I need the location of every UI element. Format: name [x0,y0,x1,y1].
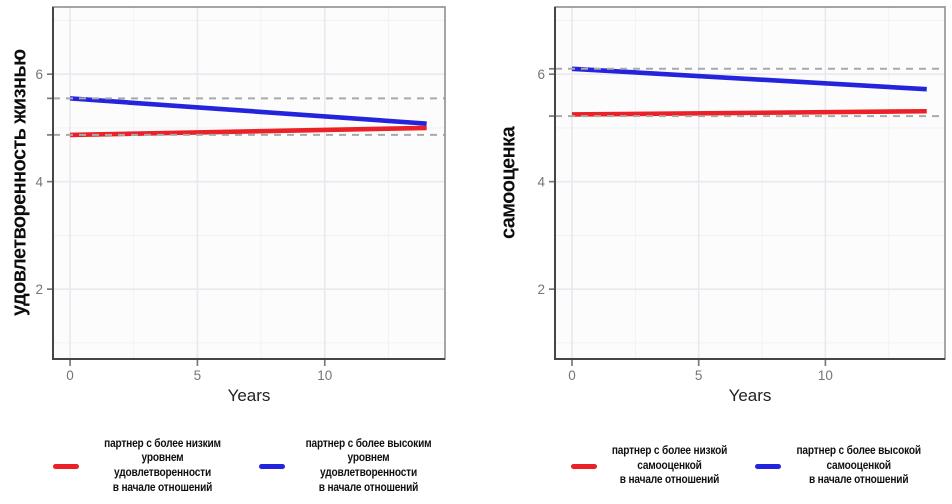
x-axis-title: Years [728,386,772,405]
legend-label-lower: партнер с более низкой самооценкой в нач… [611,444,727,487]
self-esteem-chart-canvas: 2 4 6 0 5 10 [537,6,946,383]
x-tick-label: 0 [66,368,74,383]
y-tick-label: 6 [35,67,43,82]
legend-entry-higher: партнер с более высокой самооценкой в на… [754,444,929,488]
x-tick-label: 5 [194,368,202,383]
y-tick-label: 4 [537,174,545,189]
series-line-blue [69,96,427,126]
self-esteem-figure: самооценка 2 4 6 0 5 10 Years партнер с более… [476,0,952,504]
axis-lines [554,7,945,360]
legend-life-satisfaction: партнер с более низким уровнем удовлетво… [53,438,445,494]
x-tick-label: 5 [695,368,703,383]
life-satisfaction-figure: удовлетворенность жизнью 2 4 6 0 5 10 Years п… [9,6,446,494]
y-tick-label: 2 [35,282,43,297]
legend-entry-higher: партнер с более высоким уровнем удовлетв… [259,437,445,496]
plot-panel [53,7,445,359]
y-tick-label: 4 [35,174,43,189]
series-line-red [70,125,427,138]
legend-label-higher: партнер с более высокой самооценкой в на… [796,444,921,487]
y-tick-label: 2 [537,282,545,297]
legend-entry-lower: партнер с более низким уровнем удовлетво… [53,437,239,496]
legend-swatch-blue [259,463,285,469]
legend-swatch-blue [754,463,781,469]
x-axis-title: Years [227,386,271,405]
legend-self-esteem: партнер с более низкой самооценкой в нач… [555,440,945,492]
y-tick-label: 6 [537,67,545,82]
plot-panel [555,7,945,359]
x-tick-label: 10 [317,368,332,383]
x-tick-label: 0 [568,368,576,383]
series-line-red [571,108,927,117]
axis-lines [52,7,445,360]
x-tick-label: 10 [818,368,833,383]
life-satisfaction-chart-canvas: 2 4 6 0 5 10 [35,6,446,383]
legend-swatch-red [570,463,597,469]
legend-entry-lower: партнер с более низкой самооценкой в нач… [570,444,735,488]
legend-swatch-red [53,463,79,469]
legend-label-higher: партнер с более высоким уровнем удовлетв… [305,437,432,494]
legend-label-lower: партнер с более низким уровнем удовлетво… [104,437,221,494]
series-line-blue [571,66,927,92]
